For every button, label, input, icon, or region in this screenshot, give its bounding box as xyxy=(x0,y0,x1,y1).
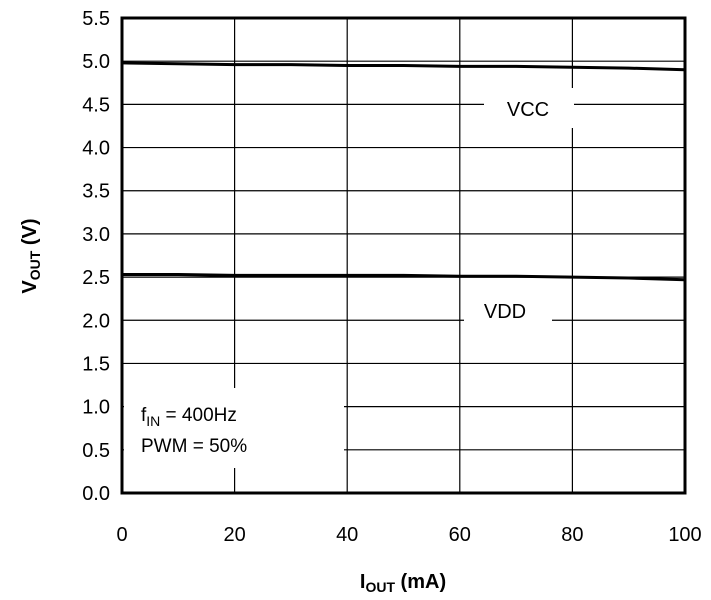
vdd-label-background xyxy=(464,290,552,330)
series-line-vcc xyxy=(121,61,686,72)
x-tick-label: 20 xyxy=(223,524,245,546)
conditions-note-background xyxy=(124,388,344,468)
y-tick-label: 5.5 xyxy=(82,8,110,30)
y-tick-label: 3.5 xyxy=(82,181,110,203)
y-tick-label: 4.0 xyxy=(82,138,110,160)
data-series xyxy=(121,61,686,282)
x-axis-title-main: I xyxy=(360,571,366,593)
x-axis-title-subscript: OUT xyxy=(365,579,395,595)
fin-subscript: IN xyxy=(146,413,160,429)
series-line-vdd xyxy=(122,273,686,282)
x-tick-label: 80 xyxy=(561,524,583,546)
plot-frame xyxy=(120,16,687,495)
y-tick-label: 1.0 xyxy=(82,397,110,419)
fin-main: f xyxy=(141,405,147,426)
y-tick-label: 3.0 xyxy=(82,224,110,246)
x-tick-labels: 0 20 40 60 80 100 xyxy=(116,524,701,546)
vdd-series-label: VDD xyxy=(484,301,526,323)
x-tick-label: 60 xyxy=(449,524,471,546)
y-tick-label: 0.0 xyxy=(82,483,110,505)
vcc-label-background xyxy=(484,88,574,128)
y-tick-label: 0.5 xyxy=(82,440,110,462)
x-tick-label: 40 xyxy=(336,524,358,546)
y-axis-title-main: V xyxy=(19,280,41,294)
fin-value: = 400Hz xyxy=(160,405,237,426)
y-axis-title-suffix: (V) xyxy=(19,218,41,250)
y-tick-label: 4.5 xyxy=(82,94,110,116)
y-axis-title-subscript: OUT xyxy=(27,250,43,280)
y-tick-label: 2.0 xyxy=(82,310,110,332)
y-tick-label: 5.0 xyxy=(82,51,110,73)
y-axis-title: VOUT (V) xyxy=(19,218,43,293)
pwm-annotation: PWM = 50% xyxy=(141,436,247,457)
y-tick-labels: 0.0 0.5 1.0 1.5 2.0 2.5 3.0 3.5 4.0 4.5 5.0 5.5 xyxy=(82,8,110,505)
x-tick-label: 100 xyxy=(668,524,701,546)
x-tick-label: 0 xyxy=(116,524,127,546)
y-tick-label: 1.5 xyxy=(82,353,110,375)
vcc-series-label: VCC xyxy=(507,99,549,121)
fin-annotation: fIN = 400Hz xyxy=(141,405,237,429)
x-axis-title-suffix: (mA) xyxy=(395,571,446,593)
x-axis-title: IOUT (mA) xyxy=(360,571,446,595)
y-tick-label: 2.5 xyxy=(82,267,110,289)
